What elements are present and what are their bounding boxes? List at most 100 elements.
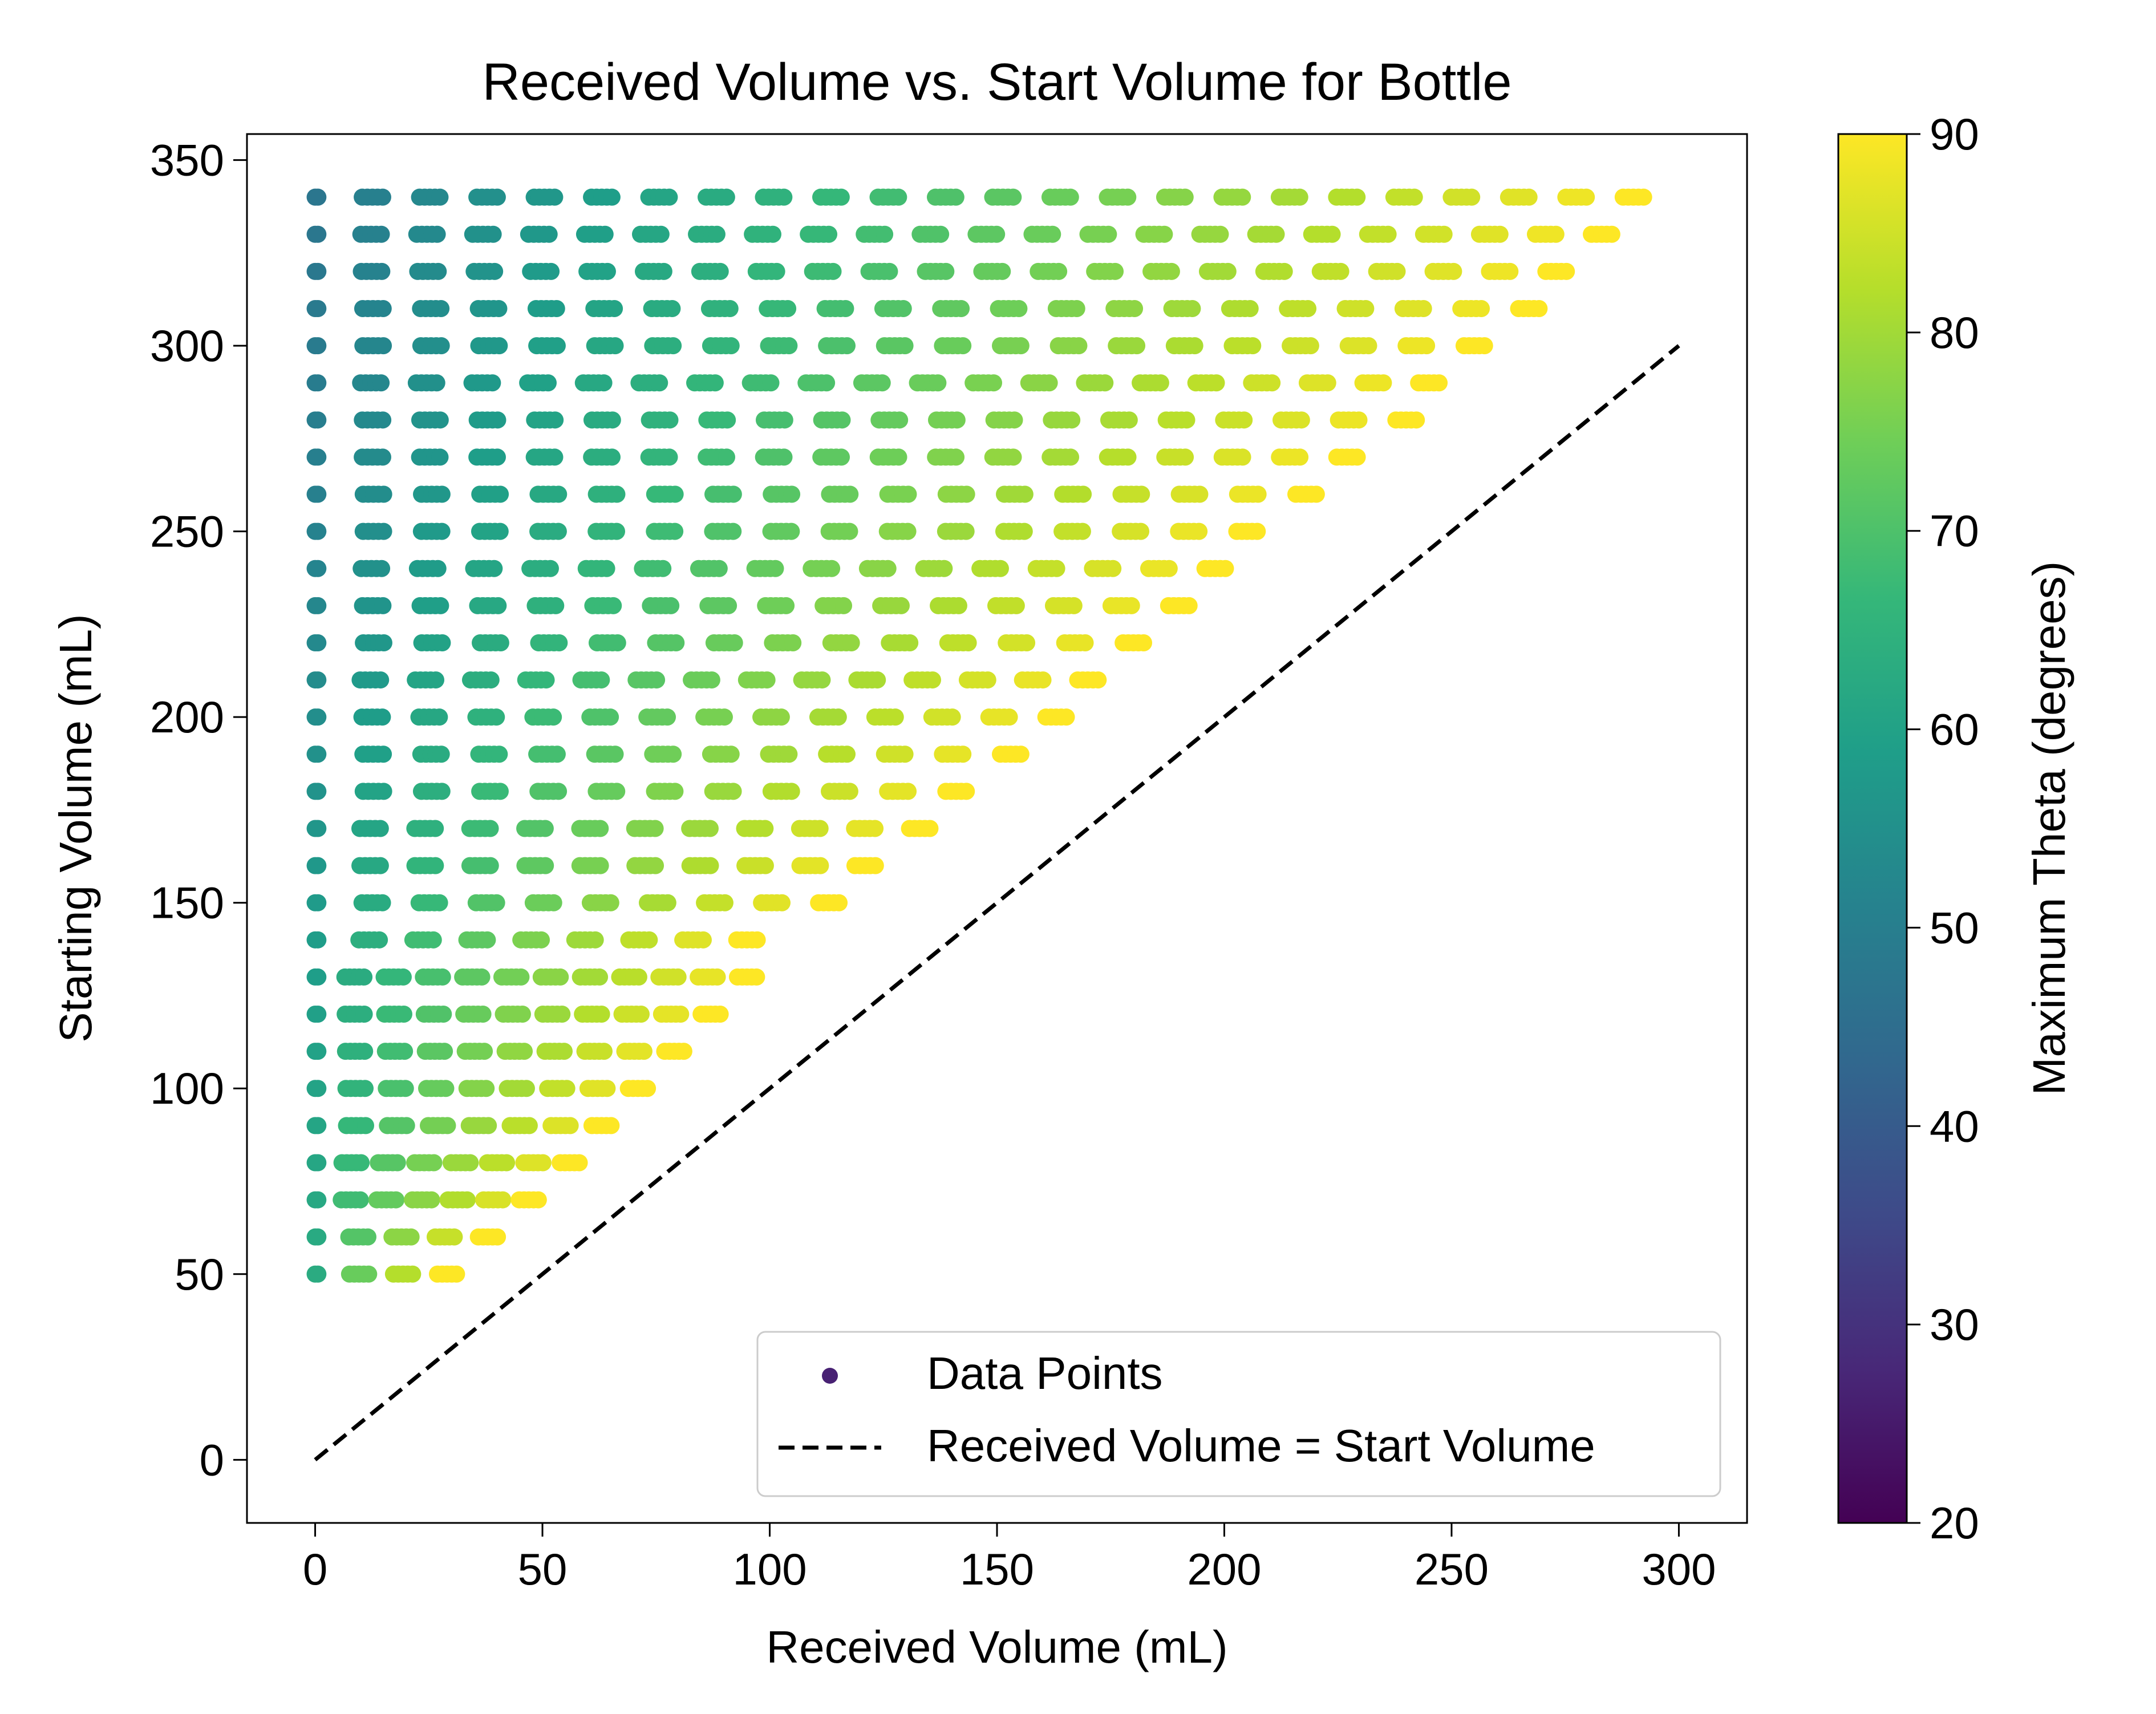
colorbar: 20 30 40 50 60 70 80 90 Maximum Theta (degrees) [1837, 109, 2074, 1548]
data-point [488, 448, 506, 466]
data-point [547, 597, 565, 614]
data-point [1126, 300, 1144, 318]
data-point [598, 560, 615, 577]
data-point [1034, 671, 1052, 689]
data-point [896, 745, 914, 763]
data-point [648, 671, 666, 689]
data-point [1408, 411, 1425, 429]
data-point [536, 820, 554, 837]
data-point [1275, 262, 1293, 280]
data-point [484, 225, 502, 243]
data-point [375, 745, 392, 763]
data-point [1473, 300, 1490, 318]
data-point [813, 671, 831, 689]
data-point [1219, 262, 1237, 280]
data-point [309, 708, 327, 726]
data-point [1073, 522, 1091, 540]
data-point [823, 560, 841, 577]
data-point [448, 1265, 465, 1283]
data-point [492, 485, 509, 503]
data-point [666, 522, 684, 540]
data-point [603, 411, 621, 429]
data-point [477, 1080, 495, 1097]
data-point [1319, 374, 1336, 392]
legend-label-data-points: Data Points [927, 1348, 1163, 1399]
data-point [309, 337, 327, 355]
data-point [651, 374, 668, 392]
data-point [841, 522, 858, 540]
data-point [1135, 634, 1153, 651]
data-point [1012, 337, 1030, 355]
data-point [979, 671, 996, 689]
x-tick-label: 50 [518, 1544, 568, 1594]
data-point [375, 485, 392, 503]
chart-title: Received Volume vs. Start Volume for Bot… [482, 53, 1511, 111]
data-point [309, 522, 327, 540]
data-point [375, 634, 392, 651]
data-point [841, 485, 859, 503]
data-point [491, 783, 509, 800]
data-point [431, 894, 448, 911]
data-point [491, 337, 508, 355]
data-point [429, 262, 447, 280]
data-point [641, 931, 658, 949]
data-point [351, 1191, 369, 1209]
data-point [374, 188, 391, 206]
data-point [309, 1080, 327, 1097]
data-point [1291, 448, 1309, 466]
data-point [435, 1006, 452, 1023]
data-point [954, 745, 972, 763]
data-point [1291, 188, 1308, 206]
data-point [835, 597, 853, 614]
data-point [1348, 448, 1366, 466]
data-point [1520, 188, 1538, 206]
data-point [948, 411, 966, 429]
data-point [762, 374, 780, 392]
data-point [1307, 485, 1325, 503]
data-point [431, 708, 448, 726]
data-point [433, 968, 451, 986]
data-point [1476, 337, 1493, 355]
data-point [675, 1043, 692, 1060]
data-point [424, 931, 442, 949]
data-point [556, 1043, 573, 1060]
x-axis: 0 50 100 150 200 250 300 [303, 1523, 1716, 1594]
data-point [602, 1117, 620, 1134]
colorbar-tick-label: 60 [1930, 704, 1979, 755]
data-point [541, 560, 559, 577]
data-point [1578, 188, 1595, 206]
data-point [309, 634, 327, 651]
x-tick-label: 100 [732, 1544, 807, 1594]
data-point [660, 188, 678, 206]
data-point [818, 374, 836, 392]
data-point [309, 300, 327, 318]
legend-marker-data-points [822, 1368, 838, 1384]
data-point [1007, 597, 1025, 614]
data-point [1096, 374, 1114, 392]
data-point [776, 411, 793, 429]
data-point [548, 745, 566, 763]
legend-box [756, 1331, 1721, 1497]
data-point [549, 522, 567, 540]
data-point [661, 411, 679, 429]
data-point [824, 262, 842, 280]
data-point [356, 1043, 374, 1060]
data-point [716, 894, 733, 911]
data-point [550, 634, 568, 651]
x-tick-label: 250 [1415, 1544, 1489, 1594]
y-tick-label: 250 [150, 506, 224, 557]
data-point [606, 337, 624, 355]
data-point [666, 485, 684, 503]
data-point [570, 1154, 588, 1172]
data-point [899, 485, 917, 503]
data-point [489, 597, 507, 614]
data-point [476, 1043, 493, 1060]
data-point [309, 448, 327, 466]
data-point [603, 448, 621, 466]
data-point [542, 262, 560, 280]
data-point [1299, 300, 1317, 318]
data-point [309, 820, 327, 837]
data-point [957, 522, 975, 540]
data-point [586, 931, 604, 949]
